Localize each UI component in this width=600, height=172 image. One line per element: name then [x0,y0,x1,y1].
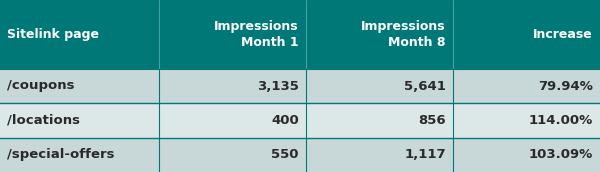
Text: Increase: Increase [533,28,593,41]
Bar [0,69,600,103]
Text: 1,117: 1,117 [404,148,446,161]
Bar [0,103,600,138]
Text: Impressions
Month 8: Impressions Month 8 [361,20,446,49]
Text: Impressions
Month 1: Impressions Month 1 [214,20,299,49]
Text: 79.94%: 79.94% [538,79,593,93]
Text: 856: 856 [418,114,446,127]
Text: /locations: /locations [7,114,80,127]
Text: /coupons: /coupons [7,79,75,93]
Text: 550: 550 [271,148,299,161]
Bar [0,138,600,172]
Text: Sitelink page: Sitelink page [7,28,99,41]
Text: 400: 400 [271,114,299,127]
Text: 5,641: 5,641 [404,79,446,93]
Text: /special-offers: /special-offers [7,148,115,161]
Text: 103.09%: 103.09% [529,148,593,161]
Text: 3,135: 3,135 [257,79,299,93]
Bar [0,0,600,69]
Text: 114.00%: 114.00% [529,114,593,127]
